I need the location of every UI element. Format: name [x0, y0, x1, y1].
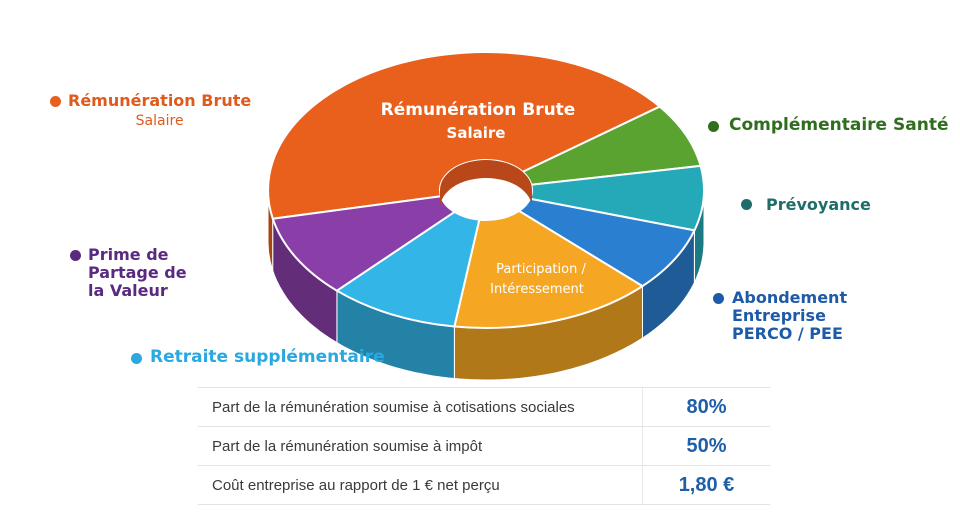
legend-remuneration: Rémunération Brute Salaire — [68, 92, 251, 130]
table-cell-label: Part de la rémunération soumise à impôt — [198, 426, 643, 466]
legend-retraite: Retraite supplémentaire — [150, 347, 385, 367]
slice-label-remuneration: Rémunération Brute — [381, 100, 576, 120]
legend-dot-remuneration — [50, 96, 61, 107]
table-cell-value: 80% — [642, 387, 770, 427]
legend-prevoyance: Prévoyance — [766, 195, 871, 214]
slice-label-participation-2: Intéressement — [490, 282, 584, 297]
legend-abondement: Abondement Entreprise PERCO / PEE — [732, 288, 848, 343]
slice-sublabel-salaire: Salaire — [447, 124, 506, 142]
legend-dot-prevoyance — [741, 199, 752, 210]
table-row: Coût entreprise au rapport de 1 € net pe… — [198, 465, 770, 505]
table-cell-value: 50% — [642, 426, 770, 466]
table-cell-label: Coût entreprise au rapport de 1 € net pe… — [198, 465, 643, 505]
table-row: Part de la rémunération soumise à impôt … — [198, 426, 770, 466]
table-row: Part de la rémunération soumise à cotisa… — [198, 387, 770, 427]
slice-label-participation-1: Participation / — [496, 262, 586, 277]
donut-hole-wall — [440, 160, 532, 208]
legend-dot-complementaire — [708, 121, 719, 132]
legend-prime: Prime de Partage de la Valeur — [88, 245, 187, 300]
legend-dot-abondement — [713, 293, 724, 304]
legend-dot-retraite — [131, 353, 142, 364]
legend-dot-prime — [70, 250, 81, 261]
table-cell-value: 1,80 € — [642, 465, 770, 505]
legend-remuneration-title: Rémunération Brute — [68, 91, 252, 110]
table-cell-label: Part de la rémunération soumise à cotisa… — [198, 387, 643, 427]
legend-remuneration-sub: Salaire — [135, 113, 184, 129]
summary-table: Part de la rémunération soumise à cotisa… — [198, 387, 770, 505]
legend-complementaire: Complémentaire Santé — [729, 115, 949, 135]
